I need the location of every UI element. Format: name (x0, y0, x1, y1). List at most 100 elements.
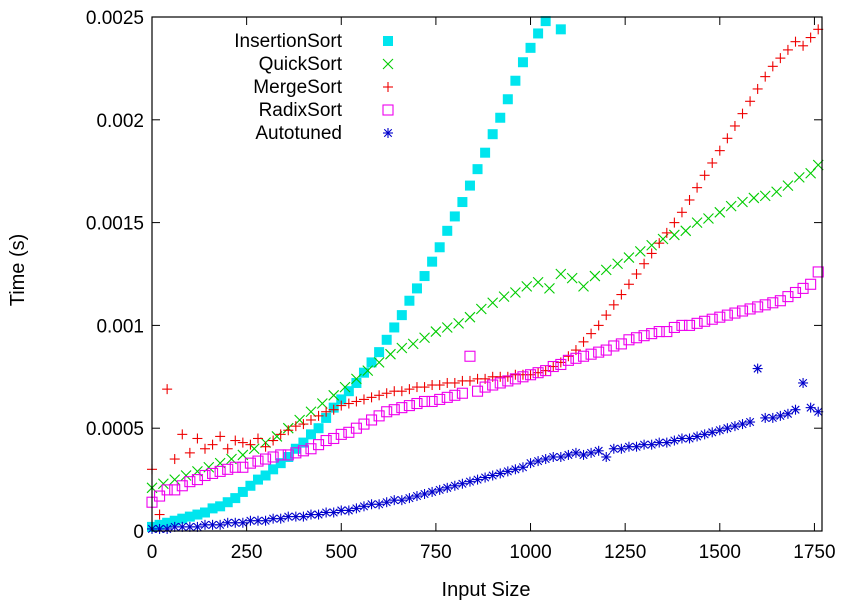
y-tick-label: 0.0015 (86, 214, 144, 235)
data-point-quicksort (351, 373, 362, 385)
data-point-autotuned (427, 486, 438, 497)
data-point-insertionsort (427, 256, 438, 267)
data-point-radixsort (729, 307, 741, 319)
data-point-mergesort (207, 439, 218, 450)
data-point-autotuned (192, 521, 203, 532)
data-point-mergesort (434, 380, 445, 391)
data-point-mergesort (601, 310, 612, 321)
data-point-insertionsort (169, 515, 180, 526)
data-point-insertionsort (502, 94, 513, 105)
data-point-quicksort (691, 217, 703, 228)
y-tick-label: 0.0005 (86, 419, 144, 440)
data-point-radixsort (661, 326, 673, 338)
data-point-autotuned (692, 431, 703, 442)
data-point-radixsort (585, 348, 597, 360)
data-point-autotuned (328, 507, 339, 518)
data-point-radixsort (449, 389, 461, 401)
data-point-radixsort (411, 397, 423, 410)
data-point-quicksort (419, 332, 430, 344)
data-point-insertionsort (366, 357, 377, 368)
data-point-mergesort (714, 145, 725, 156)
data-point-radixsort (282, 449, 294, 461)
data-point-quicksort (737, 196, 748, 208)
data-point-autotuned (495, 468, 506, 479)
data-point-radixsort (456, 387, 468, 399)
data-point-autotuned (669, 435, 680, 446)
data-point-autotuned (631, 441, 642, 452)
data-point-radixsort (176, 480, 188, 492)
data-point-mergesort (798, 40, 809, 51)
data-point-quicksort (157, 478, 169, 490)
data-point-quicksort (623, 252, 635, 263)
data-point-radixsort (260, 453, 272, 465)
data-point-mergesort (328, 404, 339, 415)
data-point-insertionsort (449, 211, 460, 222)
data-point-mergesort (366, 392, 377, 403)
data-point-mergesort (767, 61, 778, 72)
data-point-radixsort (396, 402, 408, 414)
data-point-radixsort (214, 465, 226, 477)
data-point-mergesort (268, 435, 279, 446)
data-point-autotuned (472, 474, 483, 485)
data-point-insertionsort (487, 129, 498, 140)
data-point-radixsort (358, 418, 370, 430)
y-tick-label: 0.0025 (86, 8, 144, 29)
data-point-mergesort (578, 336, 589, 347)
data-point-radixsort (570, 352, 582, 364)
x-tick-label: 1500 (699, 542, 741, 563)
data-point-autotuned (722, 423, 733, 434)
data-point-radixsort (676, 319, 688, 331)
data-point-quicksort (589, 270, 601, 282)
data-point-insertionsort (222, 497, 233, 508)
data-point-insertionsort (374, 347, 385, 358)
data-point-radixsort (683, 319, 696, 331)
data-point-radixsort (191, 474, 203, 486)
data-point-quicksort (521, 280, 533, 292)
data-point-autotuned (404, 493, 415, 504)
data-point-insertionsort (472, 164, 483, 175)
data-point-mergesort (404, 384, 415, 395)
data-point-mergesort (215, 431, 226, 442)
data-point-radixsort (744, 303, 756, 315)
data-point-insertionsort (290, 443, 301, 454)
data-point-mergesort (790, 36, 801, 47)
data-point-radixsort (532, 367, 544, 379)
data-point-radixsort (426, 395, 438, 408)
data-points-layer (146, 16, 824, 534)
data-point-insertionsort (555, 24, 566, 35)
data-point-autotuned (646, 439, 657, 450)
data-point-radixsort (365, 414, 378, 426)
data-point-autotuned (767, 412, 778, 423)
data-point-quicksort (430, 326, 442, 337)
data-point-insertionsort (298, 437, 309, 448)
data-point-mergesort (555, 357, 566, 368)
data-point-quicksort (782, 180, 794, 191)
data-point-quicksort (385, 348, 396, 360)
tick-layer: 0 250 500 750 1000 1250 1500 1750 0 0.0005 0.001 0.… (86, 8, 836, 563)
data-point-mergesort (676, 207, 687, 218)
data-point-quicksort (793, 171, 805, 183)
data-point-insertionsort (215, 501, 226, 512)
data-point-autotuned (540, 454, 551, 465)
data-point-radixsort (154, 490, 166, 502)
data-point-insertionsort (184, 511, 195, 522)
legend-marker-mergesort (383, 82, 393, 92)
data-point-insertionsort (540, 16, 551, 27)
data-point-quicksort (396, 342, 408, 354)
data-point-insertionsort (336, 394, 347, 405)
x-axis-title: Input Size (442, 579, 531, 601)
data-point-insertionsort (275, 458, 286, 469)
data-point-mergesort (525, 369, 536, 380)
data-point-insertionsort (268, 464, 279, 475)
data-point-mergesort (374, 390, 385, 401)
data-point-insertionsort (396, 310, 407, 321)
data-point-radixsort (547, 360, 559, 373)
data-point-insertionsort (283, 451, 294, 462)
data-point-autotuned (593, 445, 604, 456)
data-point-mergesort (782, 44, 793, 55)
series-mergesort (147, 24, 824, 520)
data-point-mergesort (775, 53, 786, 64)
data-point-autotuned (260, 515, 271, 526)
data-point-radixsort (646, 328, 658, 340)
data-point-autotuned (283, 511, 294, 522)
